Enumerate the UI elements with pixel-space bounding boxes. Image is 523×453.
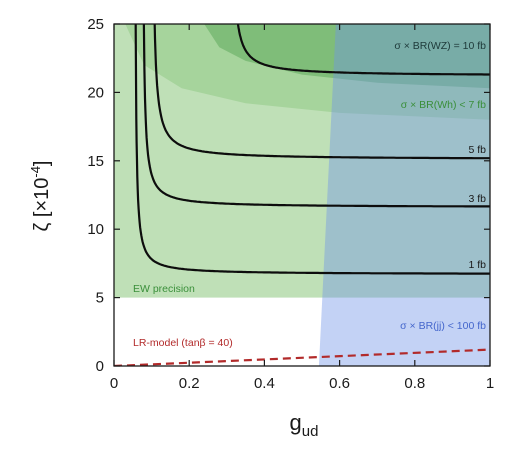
series-line-2 (153, 24, 490, 160)
x-axis-title-main: g (290, 410, 302, 435)
x-axis-title: gud (290, 410, 319, 440)
annotation-1fb: 1 fb (468, 259, 486, 271)
annotation-wh-7fb: σ × BR(Wh) < 7 fb (401, 99, 486, 111)
y-tick-label: 15 (87, 153, 104, 170)
region-wh-inner (204, 24, 490, 89)
y-tick-label: 25 (87, 16, 104, 33)
x-ticks: 0 0.2 0.4 0.6 0.8 1 (110, 24, 494, 392)
svg-text:ζ [×10-4]: ζ [×10-4] (28, 161, 53, 232)
x-tick-label: 1 (486, 375, 494, 392)
y-tick-label: 5 (96, 290, 104, 307)
y-axis-title-main: ζ [×10 (31, 178, 53, 232)
x-tick-label: 0.6 (329, 375, 350, 392)
series-line-lr-model (114, 348, 490, 366)
y-tick-label: 10 (87, 221, 104, 238)
curves (114, 24, 490, 366)
x-tick-label: 0.4 (254, 375, 275, 392)
regions (114, 24, 490, 366)
plot-frame (113, 23, 491, 367)
annotation-wz-10fb: σ × BR(WZ) = 10 fb (394, 40, 486, 52)
y-tick-label: 20 (87, 84, 104, 101)
annotation-lr-model: LR-model (tanβ = 40) (133, 337, 233, 349)
series-line-0 (134, 24, 490, 275)
y-axis-title: ζ [×10-4] (28, 161, 53, 232)
y-ticks: 0 5 10 15 20 25 (87, 16, 490, 375)
y-axis-title-sup: -4 (28, 166, 43, 178)
x-axis-title-sub: ud (302, 423, 319, 440)
series-line-3 (236, 24, 490, 76)
annotation-jj-100fb: σ × BR(jj) < 100 fb (400, 320, 486, 332)
y-tick-label: 0 (96, 358, 104, 375)
y-axis-title-close: ] (31, 161, 53, 167)
x-tick-label: 0.2 (179, 375, 200, 392)
annotation-ew-precision: EW precision (133, 283, 195, 295)
x-tick-label: 0.8 (404, 375, 425, 392)
x-tick-label: 0 (110, 375, 118, 392)
annotation-5fb: 5 fb (468, 144, 486, 156)
series-line-1 (142, 24, 490, 208)
annotation-3fb: 3 fb (468, 193, 486, 205)
region-jj-exclusion (318, 24, 490, 366)
